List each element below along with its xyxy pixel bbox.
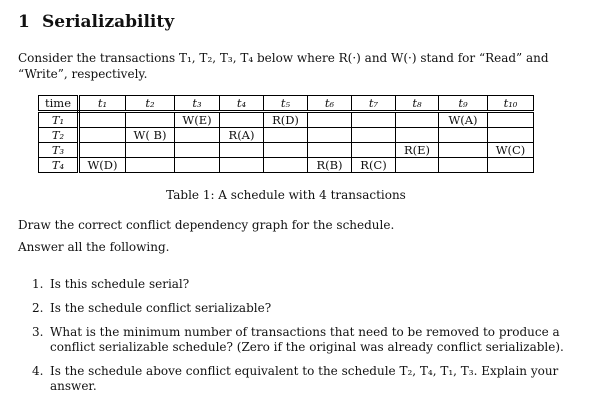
table-cell bbox=[263, 142, 308, 158]
table-cell bbox=[263, 127, 308, 143]
table-cell: W(C) bbox=[487, 142, 534, 158]
table-cell bbox=[395, 111, 439, 128]
header-t9: t₉ bbox=[438, 95, 488, 113]
table-cell bbox=[174, 127, 220, 143]
table-cell bbox=[219, 142, 264, 158]
question-list: 1. Is this schedule serial? 2. Is the sc… bbox=[32, 277, 572, 403]
table-row-t1: T₁ W(E) R(D) W(A) bbox=[38, 111, 534, 128]
table-cell bbox=[307, 111, 352, 128]
table-cell bbox=[307, 142, 352, 158]
header-t2: t₂ bbox=[125, 95, 175, 113]
row-label: T₁ bbox=[38, 111, 80, 128]
question-text: Is this schedule serial? bbox=[50, 277, 190, 291]
question-number: 1. bbox=[32, 277, 44, 291]
header-t3: t₃ bbox=[174, 95, 220, 113]
table-cell bbox=[307, 127, 352, 143]
table-cell: R(B) bbox=[307, 157, 352, 173]
table-cell bbox=[263, 157, 308, 173]
list-item: 3. What is the minimum number of transac… bbox=[32, 325, 572, 355]
section-heading: 1 Serializability bbox=[18, 12, 174, 32]
table-cell: R(D) bbox=[263, 111, 308, 128]
table-cell bbox=[351, 127, 396, 143]
table-row-t3: T₃ R(E) W(C) bbox=[38, 142, 534, 158]
row-label: T₄ bbox=[38, 157, 80, 173]
table-caption: Table 1: A schedule with 4 transactions bbox=[166, 188, 406, 202]
list-item: 2. Is the schedule conflict serializable… bbox=[32, 301, 572, 316]
table-row-t4: T₄ W(D) R(B) R(C) bbox=[38, 157, 534, 173]
table-header-row: time t₁ t₂ t₃ t₄ t₅ t₆ t₇ t₈ t₉ t₁₀ bbox=[38, 95, 534, 113]
table-cell bbox=[125, 111, 175, 128]
table-cell bbox=[125, 142, 175, 158]
answer-prompt: Answer all the following. bbox=[18, 240, 170, 254]
header-t8: t₈ bbox=[395, 95, 439, 113]
question-number: 2. bbox=[32, 301, 44, 315]
table-cell bbox=[351, 142, 396, 158]
row-label: T₂ bbox=[38, 127, 80, 143]
table-cell bbox=[219, 157, 264, 173]
intro-paragraph: Consider the transactions T₁, T₂, T₃, T₄… bbox=[18, 51, 549, 81]
table-cell bbox=[219, 111, 264, 128]
header-t1: t₁ bbox=[78, 95, 126, 113]
list-item: 1. Is this schedule serial? bbox=[32, 277, 572, 292]
question-number: 3. bbox=[32, 325, 44, 339]
table-cell bbox=[395, 127, 439, 143]
question-text: Is the schedule conflict serializable? bbox=[50, 301, 272, 315]
table-cell bbox=[125, 157, 175, 173]
schedule-table-wrapper: time t₁ t₂ t₃ t₄ t₅ t₆ t₇ t₈ t₉ t₁₀ T₁ bbox=[38, 95, 534, 173]
table-row-t2: T₂ W( B) R(A) bbox=[38, 127, 534, 143]
table-cell: R(C) bbox=[351, 157, 396, 173]
table-cell bbox=[78, 127, 126, 143]
question-number: 4. bbox=[32, 364, 44, 378]
table-cell: W(D) bbox=[78, 157, 126, 173]
table-cell bbox=[78, 111, 126, 128]
header-t10: t₁₀ bbox=[487, 95, 534, 113]
header-t5: t₅ bbox=[263, 95, 308, 113]
section-title: Serializability bbox=[42, 12, 175, 32]
section-number: 1 bbox=[18, 12, 30, 32]
row-label: T₃ bbox=[38, 142, 80, 158]
question-text: What is the minimum number of transactio… bbox=[50, 325, 564, 354]
table-cell: W(A) bbox=[438, 111, 488, 128]
table-cell bbox=[438, 157, 488, 173]
table-cell bbox=[487, 111, 534, 128]
table-cell bbox=[174, 142, 220, 158]
list-item: 4. Is the schedule above conflict equiva… bbox=[32, 364, 572, 394]
table-cell: R(A) bbox=[219, 127, 264, 143]
header-t4: t₄ bbox=[219, 95, 264, 113]
table-cell bbox=[78, 142, 126, 158]
table-cell: W( B) bbox=[125, 127, 175, 143]
table-cell bbox=[174, 157, 220, 173]
schedule-table: time t₁ t₂ t₃ t₄ t₅ t₆ t₇ t₈ t₉ t₁₀ T₁ bbox=[38, 95, 534, 173]
question-text: Is the schedule above conflict equivalen… bbox=[50, 364, 559, 393]
table-cell: W(E) bbox=[174, 111, 220, 128]
table-cell bbox=[438, 142, 488, 158]
header-time: time bbox=[38, 95, 80, 113]
table-cell: R(E) bbox=[395, 142, 439, 158]
table-cell bbox=[438, 127, 488, 143]
table-cell bbox=[351, 111, 396, 128]
header-t6: t₆ bbox=[307, 95, 352, 113]
table-cell bbox=[395, 157, 439, 173]
task-instruction: Draw the correct conflict dependency gra… bbox=[18, 218, 395, 232]
table-cell bbox=[487, 127, 534, 143]
table-cell bbox=[487, 157, 534, 173]
header-t7: t₇ bbox=[351, 95, 396, 113]
